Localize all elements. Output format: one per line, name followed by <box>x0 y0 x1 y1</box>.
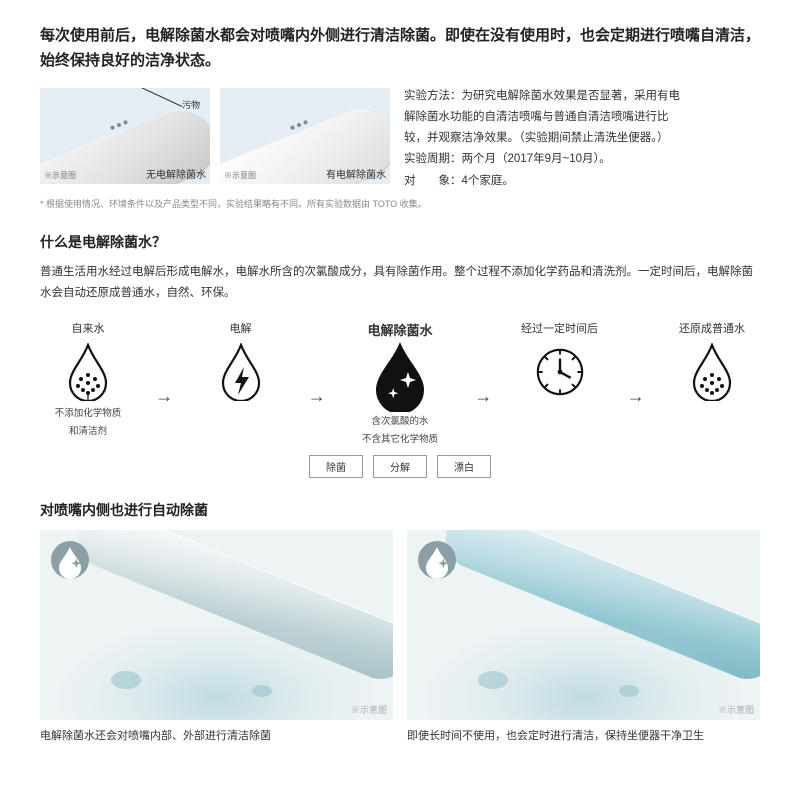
schematic-label: ※示意图 <box>718 703 754 716</box>
experiment-description: 实验方法：为研究电解除菌水效果是否显著，采用有电 解除菌水功能的自清洁喷嘴与普通… <box>390 86 760 192</box>
comparison-block: 污物 ※示意图 无电解除菌水 ※示意图 有电解除菌水 实验方法：为研究电解除菌水… <box>40 88 760 192</box>
bottom-section-title: 对喷嘴内侧也进行自动除菌 <box>40 500 760 520</box>
headline-text: 每次使用前后，电解除菌水都会对喷嘴内外侧进行清洁除菌。即使在没有使用时，也会定期… <box>40 24 760 74</box>
image-caption: 有电解除菌水 <box>326 166 386 181</box>
step-label: 电解 <box>230 320 252 335</box>
bottom-caption-right: 即使长时间不使用，也会定时进行清洁，保持坐便器干净卫生 <box>407 728 760 745</box>
process-step-electrolysis: 电解 <box>193 320 289 403</box>
nozzle-image-without: 污物 ※示意图 无电解除菌水 <box>40 88 210 184</box>
process-step-electrolyzed: 电解除菌水 含次氯酸的水 不含其它化学物质 <box>345 320 455 447</box>
drop-sparkle-badge-icon <box>50 540 90 580</box>
what-section-title: 什么是电解除菌水？ <box>40 232 760 252</box>
step-label: 自来水 <box>72 320 105 335</box>
tag-decompose: 分解 <box>373 455 427 478</box>
what-section-desc: 普通生活用水经过电解后形成电解水，电解水所含的次氯酸成分，具有除菌作用。整个过程… <box>40 262 760 305</box>
arrow-icon: → <box>308 386 326 407</box>
schematic-label: ※示意图 <box>351 703 387 716</box>
process-step-tapwater: 自来水 不添加化学物质 和清洁剂 <box>40 320 136 439</box>
bottom-images: ※示意图 电解除菌水还会对喷嘴内部、外部进行清洁除菌 ※示意图 即使长时间不使用… <box>40 530 760 745</box>
step-subtext: 和清洁剂 <box>69 425 107 439</box>
bottom-section: 对喷嘴内侧也进行自动除菌 ※示意图 电解除菌水还会对喷嘴内部、外部进行清洁除菌 <box>40 500 760 745</box>
schematic-label: ※示意图 <box>44 170 76 181</box>
bottom-image-right-wrap: ※示意图 即使长时间不使用，也会定时进行清洁，保持坐便器干净卫生 <box>407 530 760 745</box>
arrow-icon: → <box>474 386 492 407</box>
exp-line: 对 象：4个家庭。 <box>404 171 760 192</box>
tag-sterilize: 除菌 <box>309 455 363 478</box>
step-label: 还原成普通水 <box>679 320 745 335</box>
water-drop-dots-icon <box>686 341 738 403</box>
step-label: 经过一定时间后 <box>521 320 598 335</box>
arrow-icon: → <box>155 386 173 407</box>
comparison-images: 污物 ※示意图 无电解除菌水 ※示意图 有电解除菌水 <box>40 88 390 192</box>
step-subtext: 不含其它化学物质 <box>362 433 438 447</box>
arrow-icon: → <box>627 386 645 407</box>
clock-icon <box>534 341 586 403</box>
tags-row: 除菌 分解 漂白 <box>40 455 760 478</box>
bottom-image-left-wrap: ※示意图 电解除菌水还会对喷嘴内部、外部进行清洁除菌 <box>40 530 393 745</box>
process-step-plainwater: 还原成普通水 <box>664 320 760 403</box>
process-step-time: 经过一定时间后 <box>512 320 608 403</box>
step-label: 电解除菌水 <box>367 320 432 335</box>
drop-sparkle-badge-icon <box>417 540 457 580</box>
dirt-label: 污物 <box>182 98 200 111</box>
nozzle-image-with: ※示意图 有电解除菌水 <box>220 88 390 184</box>
exp-line: 实验方法：为研究电解除菌水效果是否显著，采用有电 <box>404 86 760 107</box>
bottom-caption-left: 电解除菌水还会对喷嘴内部、外部进行清洁除菌 <box>40 728 393 745</box>
water-drop-sparkle-icon <box>370 341 430 411</box>
image-caption: 无电解除菌水 <box>146 166 206 181</box>
exp-line: 实验周期：两个月（2017年9月~10月）。 <box>404 149 760 170</box>
exp-line: 解除菌水功能的自清洁喷嘴与普通自清洁喷嘴进行比 <box>404 107 760 128</box>
water-drop-dots-icon <box>62 341 114 403</box>
tag-bleach: 漂白 <box>437 455 491 478</box>
process-diagram: 自来水 不添加化学物质 和清洁剂 → 电解 → 电 <box>40 320 760 447</box>
disclaimer-text: * 根据使用情况、环境条件以及产品类型不同，实验结果略有不同。所有实验数据由 T… <box>40 197 760 210</box>
schematic-label: ※示意图 <box>224 170 256 181</box>
step-subtext: 不添加化学物质 <box>55 407 122 421</box>
bottom-image-left: ※示意图 <box>40 530 393 720</box>
step-subtext: 含次氯酸的水 <box>371 415 428 429</box>
exp-line: 较，并观察洁净效果。（实验期间禁止清洗坐便器。） <box>404 128 760 149</box>
bottom-image-right: ※示意图 <box>407 530 760 720</box>
water-drop-bolt-icon <box>215 341 267 403</box>
